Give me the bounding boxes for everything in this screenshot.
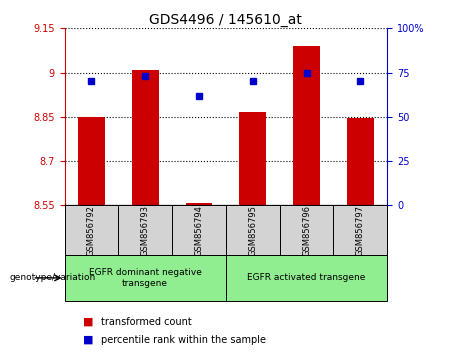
Bar xyxy=(185,203,213,205)
Text: EGFR activated transgene: EGFR activated transgene xyxy=(248,273,366,282)
Text: percentile rank within the sample: percentile rank within the sample xyxy=(101,335,266,345)
Bar xyxy=(347,118,374,205)
Text: ■: ■ xyxy=(83,335,94,345)
Text: transformed count: transformed count xyxy=(101,317,192,327)
Text: GSM856797: GSM856797 xyxy=(356,205,365,256)
Bar xyxy=(132,70,159,205)
Bar xyxy=(226,205,280,255)
Text: GSM856793: GSM856793 xyxy=(141,205,150,256)
Text: EGFR dominant negative
transgene: EGFR dominant negative transgene xyxy=(89,268,201,287)
Bar xyxy=(118,205,172,255)
Bar xyxy=(239,113,266,205)
Bar xyxy=(280,205,333,255)
Text: GSM856795: GSM856795 xyxy=(248,205,257,256)
Bar xyxy=(65,205,118,255)
Bar xyxy=(65,255,226,301)
Text: ■: ■ xyxy=(83,317,94,327)
Text: GSM856792: GSM856792 xyxy=(87,205,96,256)
Bar xyxy=(78,117,105,205)
Bar xyxy=(293,46,320,205)
Text: GSM856796: GSM856796 xyxy=(302,205,311,256)
Text: GSM856794: GSM856794 xyxy=(195,205,203,256)
Bar xyxy=(226,255,387,301)
Title: GDS4496 / 145610_at: GDS4496 / 145610_at xyxy=(149,13,302,27)
Bar xyxy=(172,205,226,255)
Bar xyxy=(333,205,387,255)
Text: genotype/variation: genotype/variation xyxy=(9,273,95,282)
